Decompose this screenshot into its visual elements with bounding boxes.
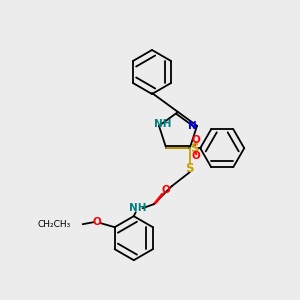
Text: O: O <box>161 185 170 195</box>
Text: O: O <box>92 217 101 227</box>
Text: O: O <box>192 151 201 161</box>
Text: NH: NH <box>129 203 146 213</box>
Text: S: S <box>185 162 194 175</box>
Text: N: N <box>188 121 196 131</box>
Text: CH₂CH₃: CH₂CH₃ <box>38 220 71 229</box>
Text: O: O <box>192 135 201 145</box>
Text: S: S <box>190 142 199 155</box>
Text: NH: NH <box>154 119 172 129</box>
